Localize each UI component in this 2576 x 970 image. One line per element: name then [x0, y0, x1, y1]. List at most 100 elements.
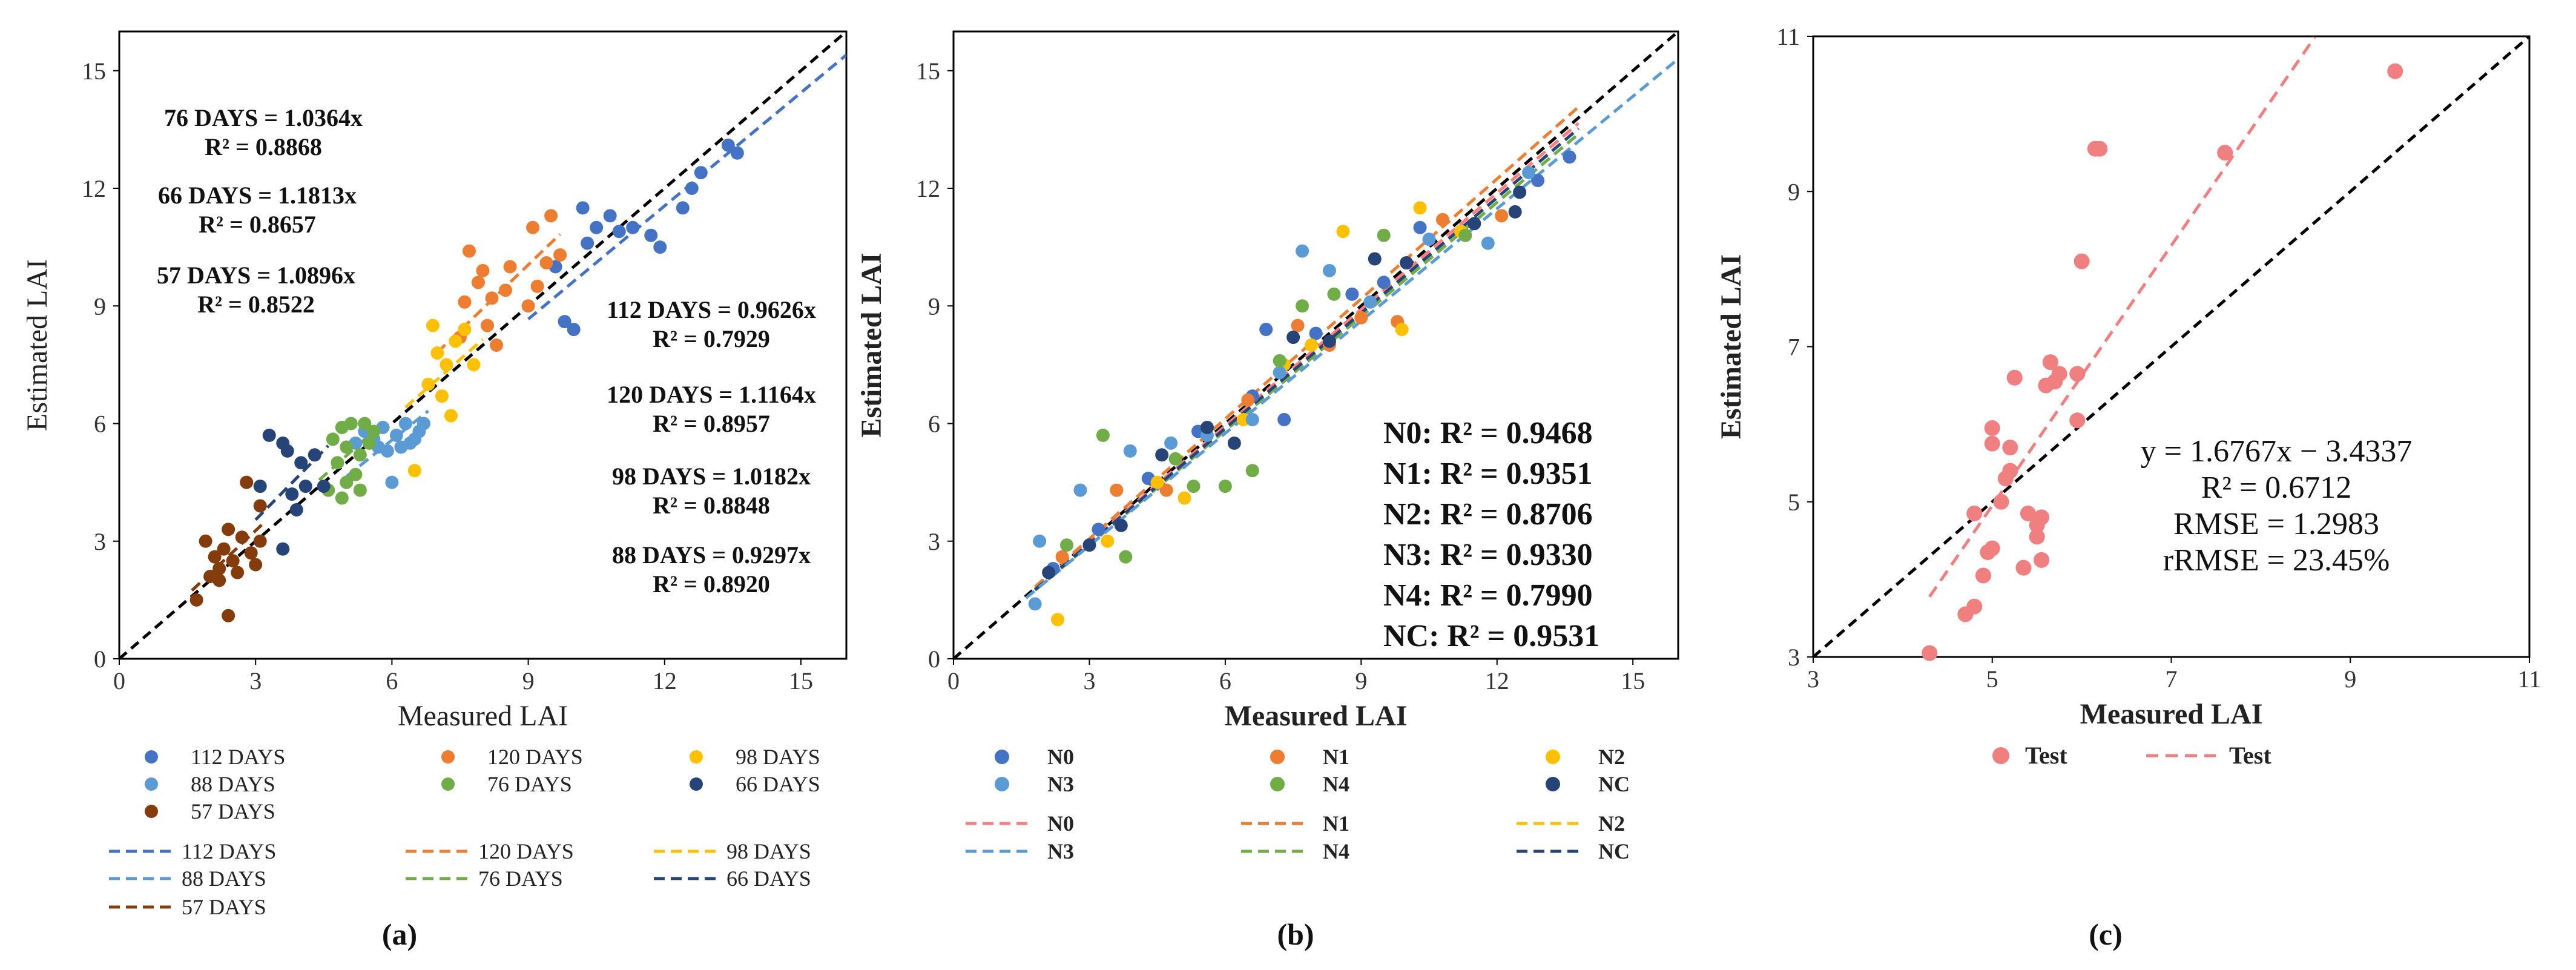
plot-frame	[952, 30, 1679, 660]
point-57-days	[199, 534, 212, 548]
point-76-days	[331, 456, 344, 470]
point-57-days	[249, 558, 263, 572]
annotation-equation: 120 DAYS = 1.1164x	[607, 381, 816, 408]
legend-line-label-n1: N1	[1323, 811, 1349, 836]
legend-marker-n1	[1270, 750, 1285, 764]
point-nc	[1082, 538, 1096, 552]
legend-line-label-n0: N0	[1047, 811, 1074, 836]
point-76-days	[349, 467, 363, 481]
legend-line-label-88-days: 88 DAYS	[182, 866, 266, 891]
reference-1-1-line	[118, 30, 848, 660]
y-tick-label: 0	[928, 645, 940, 673]
x-tick-label: 7	[2166, 665, 2178, 693]
legend-label-76-days: 76 DAYS	[487, 772, 572, 796]
point-66-days	[253, 480, 267, 493]
x-tick-label: 9	[1355, 667, 1367, 695]
legend-label-n4: N4	[1323, 772, 1349, 796]
point-n4	[1168, 452, 1182, 466]
legend-marker-88-days	[145, 777, 158, 791]
y-tick-label: 11	[1776, 23, 1800, 50]
point-98-days	[421, 377, 435, 391]
point-120-days	[521, 299, 535, 313]
point-76-days	[340, 440, 354, 454]
x-tick-label: 15	[789, 667, 813, 695]
y-tick-label: 3	[928, 528, 940, 555]
x-tick-label: 12	[653, 667, 677, 695]
annotation-equation: 88 DAYS = 0.9297x	[612, 541, 811, 569]
legend-label-66-days: 66 DAYS	[736, 772, 820, 796]
legend-marker-n4	[1270, 777, 1285, 791]
point-n3	[1363, 295, 1377, 309]
point-112-days	[576, 201, 590, 215]
annotation-r2: R² = 0.7929	[653, 325, 770, 352]
point-112-days	[685, 182, 699, 195]
point-nc	[1368, 252, 1382, 266]
y-tick-label: 3	[1788, 644, 1800, 671]
annotation-equation: 66 DAYS = 1.1813x	[158, 182, 357, 209]
point-120-days	[490, 338, 504, 352]
point-n1	[1241, 393, 1255, 407]
point-112-days	[721, 138, 735, 152]
legend-marker-66-days	[690, 777, 703, 791]
point-112-days	[558, 315, 572, 329]
point-test	[1966, 598, 1983, 615]
x-axis-label: Measured LAI	[398, 700, 568, 732]
point-76-days	[340, 475, 354, 489]
point-66-days	[276, 542, 290, 556]
point-66-days	[262, 428, 276, 442]
legend-marker-120-days	[441, 750, 455, 764]
point-nc	[1508, 205, 1522, 219]
point-test	[2015, 559, 2032, 576]
point-test	[2002, 463, 2018, 479]
point-nc	[1227, 436, 1241, 450]
point-112-days	[590, 220, 604, 234]
legend-marker-57-days	[145, 805, 158, 818]
y-tick-label: 12	[916, 175, 940, 202]
point-test	[1984, 435, 2000, 452]
point-88-days	[389, 428, 403, 442]
point-test	[1922, 645, 1938, 661]
point-112-days	[626, 220, 640, 234]
point-57-days	[226, 554, 240, 568]
y-tick-label: 9	[94, 292, 106, 320]
y-tick-label: 15	[82, 58, 106, 85]
point-120-days	[503, 260, 517, 274]
point-n0	[1309, 326, 1323, 340]
point-57-days	[222, 523, 236, 536]
point-n4	[1187, 480, 1201, 493]
y-tick-label: 7	[1788, 334, 1800, 361]
legend-label-112-days: 112 DAYS	[191, 745, 285, 769]
point-57-days	[189, 593, 203, 607]
legend-line-label-76-days: 76 DAYS	[478, 866, 563, 891]
legend-marker-76-days	[441, 777, 455, 791]
legend-label-n0: N0	[1047, 745, 1074, 769]
fit-line-120-days	[436, 233, 561, 354]
legend-label-57-days: 57 DAYS	[191, 799, 275, 823]
annotation-r2: R² = 0.6712	[2201, 470, 2352, 505]
point-n3	[1033, 534, 1047, 548]
point-120-days	[544, 209, 558, 223]
legend-line-label-test: Test	[2229, 742, 2271, 769]
annotation-equation: y = 1.6767x − 3.4337	[2141, 434, 2413, 469]
point-120-days	[526, 220, 540, 234]
point-76-days	[335, 491, 349, 505]
point-n1	[1055, 550, 1069, 564]
y-tick-label: 12	[82, 175, 106, 202]
point-n1	[1435, 213, 1449, 226]
point-57-days	[222, 609, 236, 622]
point-n0	[1377, 275, 1391, 289]
point-n3	[1481, 236, 1495, 250]
point-66-days	[289, 503, 303, 516]
point-120-days	[539, 256, 553, 270]
point-n3	[1296, 244, 1309, 258]
legend-line-label-112-days: 112 DAYS	[182, 839, 276, 863]
point-n3	[1522, 166, 1536, 180]
point-n4	[1377, 228, 1391, 242]
legend-label-98-days: 98 DAYS	[736, 745, 820, 769]
point-76-days	[362, 436, 376, 450]
legend-marker-98-days	[690, 750, 703, 764]
point-66-days	[294, 456, 308, 470]
point-test	[2042, 354, 2058, 371]
point-n1	[1354, 311, 1368, 325]
fit-line-overall	[1025, 58, 1678, 599]
